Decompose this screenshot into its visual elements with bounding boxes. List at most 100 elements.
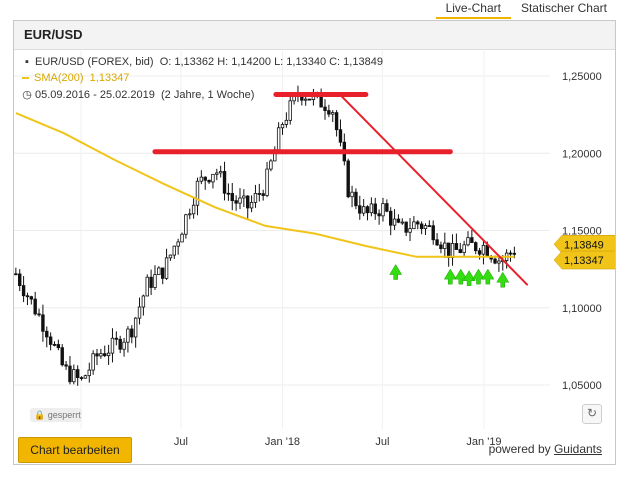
- candle-body: [381, 203, 385, 217]
- close-price-label-bg: [553, 235, 615, 254]
- candle-body: [427, 225, 432, 228]
- reload-icon[interactable]: ↻: [582, 404, 602, 424]
- candle-body: [149, 276, 153, 288]
- candle-body: [253, 193, 258, 203]
- candle-body: [412, 221, 416, 230]
- guidants-link[interactable]: Guidants: [553, 442, 602, 456]
- candle-body: [72, 369, 76, 383]
- candle-body: [103, 353, 107, 357]
- candle-body: [385, 203, 389, 212]
- candle-body: [346, 160, 350, 198]
- sma-value: 1,13347: [89, 72, 130, 84]
- candle-body: [230, 193, 234, 202]
- x-tick-label: Jul: [174, 436, 188, 448]
- candle-body: [462, 244, 466, 253]
- chart-frame: EUR/USD 1,25000 1,20000 1,15000 1,10000 1,05…: [13, 20, 616, 465]
- candle-body: [485, 244, 490, 257]
- candle-body: [400, 221, 404, 224]
- candle-body: [64, 364, 68, 367]
- candle-body: [41, 314, 45, 332]
- support-arrow: [481, 268, 495, 285]
- candle-body: [470, 237, 474, 243]
- candle-body: [288, 100, 292, 121]
- candle-body: [52, 344, 57, 346]
- instrument-info-row: ▪ EUR/USD (FOREX, bid) O: 1,13362 H: 1,14…: [22, 56, 383, 68]
- candle-body: [83, 375, 88, 379]
- locked-badge: 🔒 gesperrt: [30, 408, 82, 422]
- candle-body: [334, 112, 339, 131]
- candle-body: [454, 243, 459, 250]
- support-arrow: [462, 270, 476, 286]
- candle-body: [29, 296, 34, 300]
- candle-body: [106, 352, 111, 357]
- y-tick-label: 1,15000: [562, 226, 602, 238]
- candle-body: [199, 176, 204, 182]
- instrument-label: EUR/USD (FOREX, bid): [35, 56, 154, 68]
- candle-body: [207, 179, 211, 183]
- candle-body: [137, 306, 142, 319]
- sma-price-label-bg: [553, 250, 615, 270]
- candle-body: [280, 124, 285, 129]
- candle-body: [184, 214, 188, 235]
- support-arrow: [496, 271, 510, 288]
- candle-body: [373, 203, 377, 215]
- candle-body: [48, 336, 53, 345]
- candle-body: [218, 171, 223, 174]
- candle-body: [477, 250, 482, 255]
- candle-body: [443, 242, 447, 249]
- candle-body: [145, 276, 149, 297]
- tab-static-chart[interactable]: Statischer Chart: [520, 1, 607, 15]
- support-arrow: [389, 264, 403, 280]
- sma-label: SMA(200): [34, 72, 84, 84]
- close-price-label: 1,13849: [564, 239, 604, 251]
- candle-body: [68, 365, 72, 383]
- candle-body: [257, 193, 262, 195]
- y-tick-label: 1,25000: [562, 71, 602, 83]
- candle-body: [439, 244, 443, 249]
- sma-price-label: 1,13347: [564, 255, 604, 267]
- candle-body: [37, 313, 41, 316]
- powered-by-label: powered by: [488, 442, 551, 456]
- x-tick-label: Jul: [375, 436, 389, 448]
- chart-title: EUR/USD: [24, 27, 83, 42]
- chart-view-tabs: Live-Chart Statischer Chart: [435, 0, 617, 19]
- candle-body: [91, 353, 95, 371]
- tab-live-chart[interactable]: Live-Chart: [435, 0, 511, 19]
- x-tick-label: Jan '18: [265, 436, 300, 448]
- candle-body: [408, 228, 412, 233]
- candle-body: [14, 273, 18, 276]
- candle-body: [168, 254, 173, 259]
- candle-body: [79, 377, 84, 380]
- candle-body: [21, 285, 26, 297]
- candle-body: [18, 273, 22, 286]
- candle-body: [389, 210, 393, 226]
- candle-body: [188, 213, 192, 216]
- lock-icon: 🔒: [34, 410, 46, 420]
- candle-body: [358, 205, 362, 214]
- candle-body: [466, 237, 470, 246]
- candle-body: [242, 195, 246, 199]
- ohlc-values: O: 1,13362 H: 1,14200 L: 1,13340 C: 1,13…: [159, 56, 383, 68]
- candle-body: [458, 249, 462, 253]
- candle-body: [118, 338, 122, 350]
- candle-body: [130, 328, 134, 338]
- candle-body: [350, 191, 354, 198]
- candle-body: [404, 221, 408, 233]
- y-tick-label: 1,20000: [562, 148, 602, 160]
- candle-body: [261, 193, 265, 196]
- candle-body: [369, 203, 374, 214]
- clock-icon: ◷: [22, 89, 32, 101]
- candle-body: [114, 337, 119, 340]
- candle-body: [423, 225, 428, 230]
- candle-body: [45, 330, 49, 338]
- date-range: 05.09.2016 - 25.02.2019: [35, 89, 155, 101]
- candle-body: [323, 106, 327, 111]
- candle-body: [481, 244, 486, 255]
- candle-body: [249, 202, 254, 209]
- price-chart[interactable]: 1,25000 1,20000 1,15000 1,10000 1,05000 Jan '…: [14, 21, 615, 464]
- candle-body: [122, 341, 126, 350]
- candle-body: [416, 221, 420, 225]
- edit-chart-button[interactable]: Chart bearbeiten: [18, 437, 132, 463]
- candle-body: [303, 98, 308, 101]
- candle-body: [172, 245, 176, 256]
